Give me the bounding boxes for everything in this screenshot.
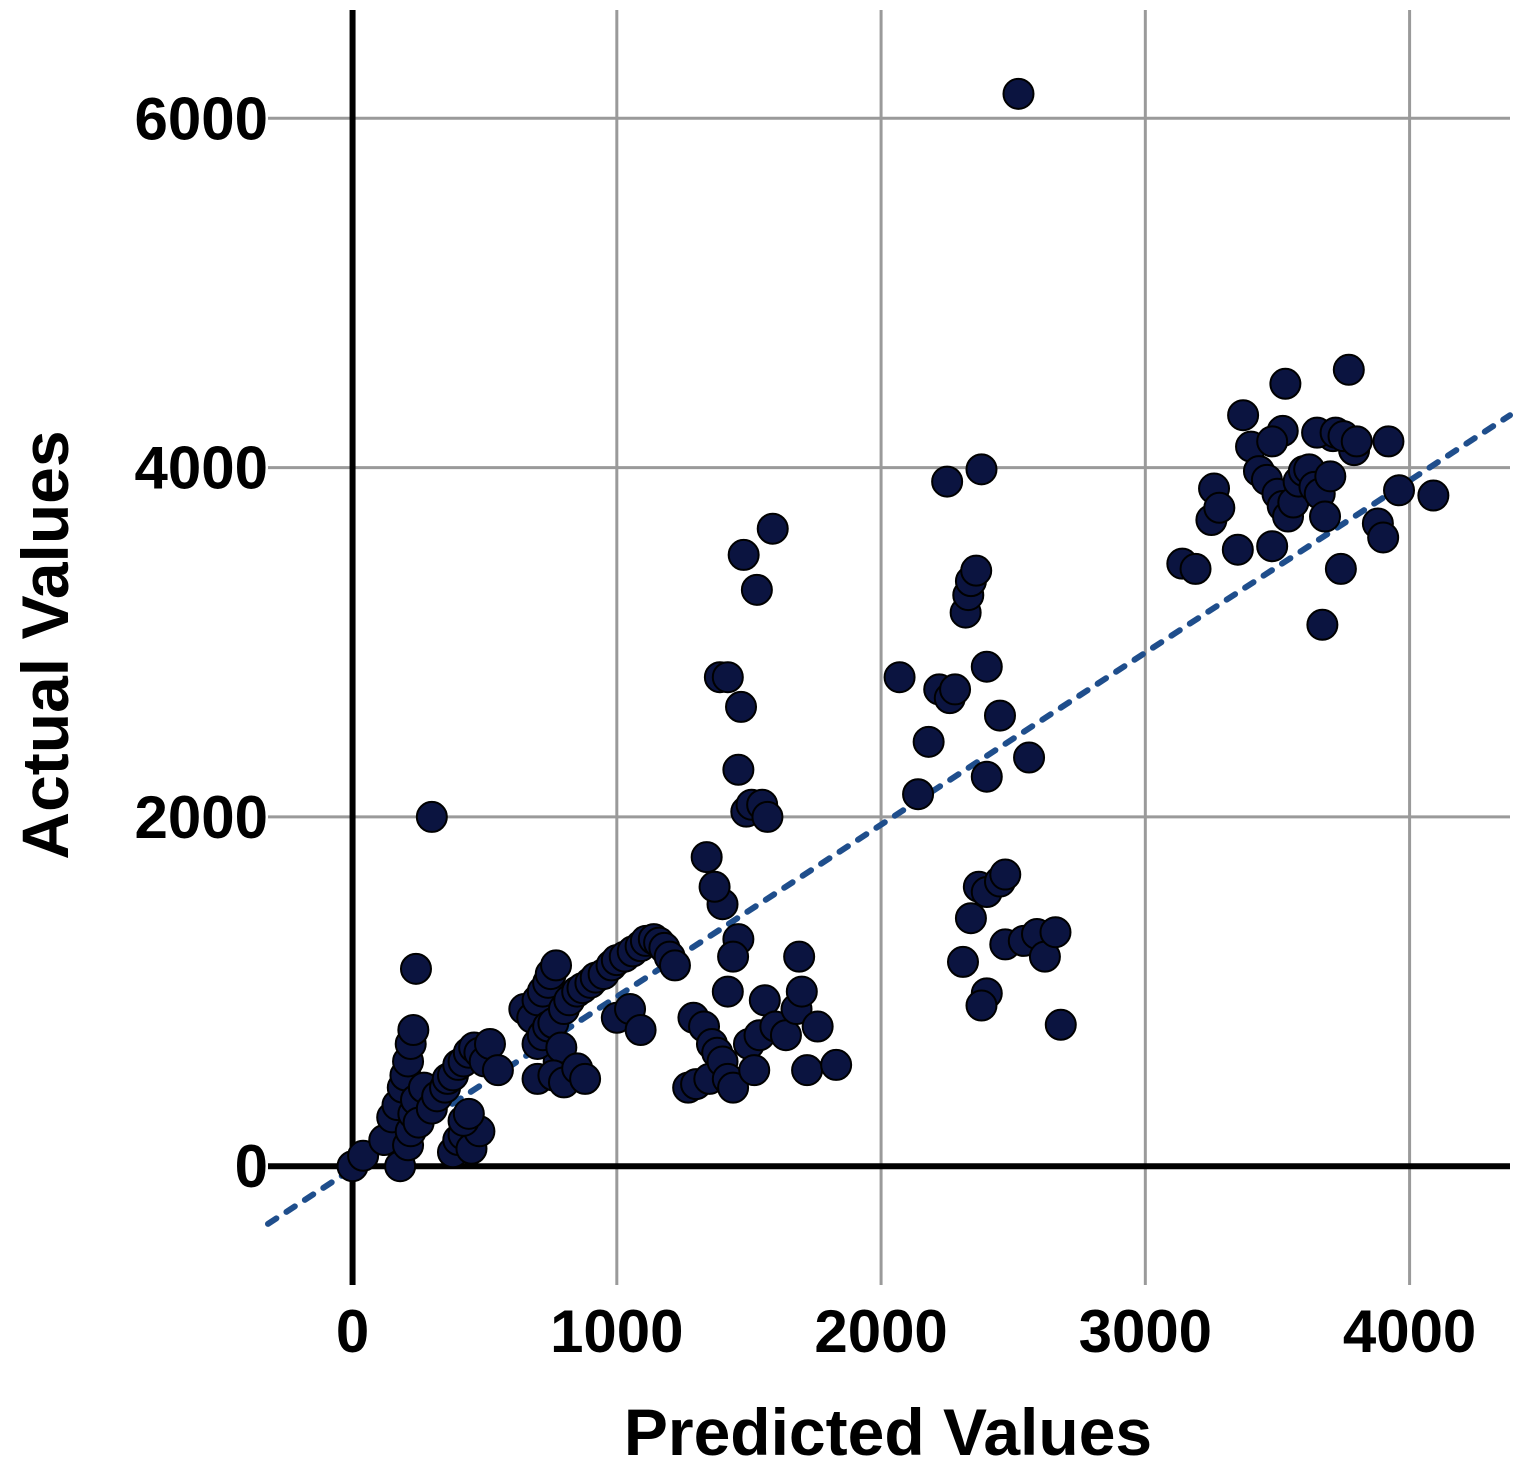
x-axis-title: Predicted Values — [624, 1395, 1152, 1469]
data-point — [740, 573, 773, 606]
data-point — [452, 1097, 485, 1130]
data-point — [1383, 474, 1416, 507]
x-tick-label: 4000 — [1343, 1298, 1476, 1365]
data-point — [717, 1071, 750, 1104]
data-point — [1002, 77, 1035, 110]
axes — [268, 10, 1510, 1285]
data-point — [540, 949, 573, 982]
data-point — [1332, 353, 1365, 386]
trendline-group — [265, 412, 1513, 1227]
y-tick-label: 4000 — [135, 435, 268, 502]
data-point — [711, 661, 744, 694]
data-point — [1417, 479, 1450, 512]
y-axis-title: Actual Values — [8, 430, 82, 859]
data-point — [1367, 521, 1400, 554]
data-points — [336, 77, 1450, 1183]
data-point — [756, 512, 789, 545]
data-point — [725, 690, 758, 723]
data-point — [711, 975, 744, 1008]
data-point — [785, 975, 818, 1008]
x-tick-label: 1000 — [550, 1298, 683, 1365]
data-point — [1044, 1008, 1077, 1041]
data-point — [1324, 552, 1357, 585]
data-point — [1203, 491, 1236, 524]
data-point — [783, 940, 816, 973]
data-point — [820, 1048, 853, 1081]
data-point — [902, 778, 935, 811]
data-point — [717, 940, 750, 973]
data-point — [801, 1010, 834, 1043]
data-point — [1227, 399, 1260, 432]
data-point — [983, 699, 1016, 732]
y-tick-label: 6000 — [135, 85, 268, 152]
x-tick-label: 0 — [336, 1298, 369, 1365]
data-point — [415, 800, 448, 833]
data-point — [569, 1062, 602, 1095]
x-tick-label: 3000 — [1079, 1298, 1212, 1365]
data-point — [965, 453, 998, 486]
data-point — [912, 725, 945, 758]
data-point — [939, 673, 972, 706]
data-point — [658, 949, 691, 982]
data-point — [1314, 460, 1347, 493]
data-point — [989, 858, 1022, 891]
data-point — [960, 554, 993, 587]
x-tick-label: 2000 — [814, 1298, 947, 1365]
data-point — [1309, 500, 1342, 533]
data-point — [624, 1014, 657, 1046]
data-point — [751, 800, 784, 833]
data-point — [1179, 552, 1212, 585]
y-tick-label: 0 — [235, 1133, 268, 1200]
data-point — [1372, 425, 1405, 458]
data-point — [883, 661, 916, 694]
data-point — [722, 753, 755, 786]
data-point — [399, 952, 432, 985]
gridlines — [268, 10, 1510, 1285]
data-point — [738, 1054, 771, 1087]
data-point — [931, 465, 964, 498]
data-point — [970, 650, 1003, 683]
data-point — [1306, 608, 1339, 641]
data-point — [965, 989, 998, 1022]
tick-labels: 0 1000 2000 3000 4000 0 2000 4000 6000 — [135, 85, 1477, 1365]
data-point — [690, 841, 723, 874]
data-point — [1221, 533, 1254, 566]
data-point — [1013, 741, 1046, 774]
data-point — [727, 538, 760, 571]
y-tick-label: 2000 — [135, 784, 268, 851]
data-point — [1039, 916, 1072, 949]
data-point — [481, 1054, 514, 1087]
data-point — [397, 1014, 430, 1046]
data-point — [698, 870, 731, 903]
data-point — [791, 1054, 824, 1087]
data-point — [1340, 425, 1373, 458]
data-point — [954, 902, 987, 935]
data-point — [970, 760, 1003, 793]
data-point — [1256, 425, 1289, 458]
data-point — [1256, 530, 1289, 563]
data-point — [1269, 367, 1302, 400]
data-point — [946, 945, 979, 978]
trendline — [265, 412, 1513, 1227]
